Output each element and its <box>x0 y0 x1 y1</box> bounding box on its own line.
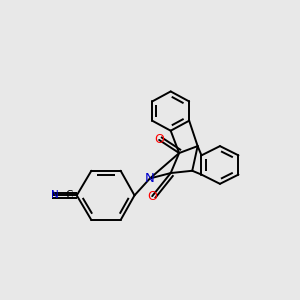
Text: N: N <box>145 172 155 185</box>
Text: O: O <box>154 134 164 146</box>
Text: O: O <box>147 190 157 203</box>
Text: N: N <box>51 190 59 200</box>
Text: C: C <box>65 190 73 200</box>
